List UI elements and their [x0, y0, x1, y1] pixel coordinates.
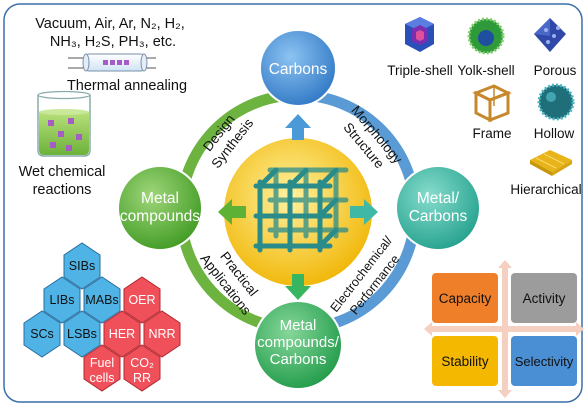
label-yolk-shell: Yolk-shell	[457, 63, 514, 78]
node-metal-carbons: Metal/ Carbons	[395, 165, 481, 251]
hex-fuel-line-2: cells	[89, 371, 114, 385]
hex-mabs-label: MABs	[85, 293, 118, 307]
tube-furnace-icon	[68, 53, 156, 72]
node-metal-carbons-line-1: Metal/	[417, 190, 460, 207]
wet-chemical-line-2: reactions	[33, 182, 92, 198]
node-mcc-line-2: compounds/	[257, 334, 340, 351]
hex-her: HER	[103, 310, 141, 358]
quadrant-arrow-left	[424, 322, 432, 336]
framework-cube-icon	[253, 167, 349, 253]
hex-lsbs: LSBs	[63, 310, 101, 358]
applications-hex-grid: SIBs LIBs MABs OER SCs LSBs HER NRR	[23, 242, 181, 392]
hex-fuel-line-1: Fuel	[90, 356, 114, 370]
node-mcc-line-1: Metal	[280, 317, 317, 334]
label-triple-shell: Triple-shell	[387, 63, 453, 78]
hex-co2rr: CO₂ RR	[123, 344, 161, 392]
node-carbons-label: Carbons	[269, 61, 328, 78]
hex-scs-label: SCs	[30, 327, 54, 341]
hex-co2-line-2: RR	[133, 371, 151, 385]
node-mcc-line-3: Carbons	[270, 351, 327, 368]
morphology-panel: Triple-shell Yolk-shell Porous Frame Hol…	[387, 17, 582, 197]
frame-icon	[472, 84, 512, 123]
wet-chemical-line-1: Wet chemical	[19, 164, 106, 180]
arrow-right	[350, 199, 378, 225]
node-metal-compounds-line-2: compounds	[120, 208, 200, 225]
hex-nrr-label: NRR	[148, 327, 175, 341]
hollow-icon	[537, 83, 575, 121]
label-porous: Porous	[534, 63, 577, 78]
wet-chemical-panel: Wet chemical reactions	[19, 90, 106, 198]
hex-fuel-cells: Fuel cells	[83, 344, 121, 392]
label-hierarchical: Hierarchical	[510, 182, 581, 197]
hex-sibs-label: SIBs	[69, 259, 95, 273]
tile-activity: Activity	[511, 273, 577, 323]
thermal-annealing-panel: Vacuum, Air, Ar, N₂, H₂, NH₃, H₂S, PH₃, …	[35, 16, 187, 94]
thermal-annealing-label: Thermal annealing	[67, 78, 187, 94]
hex-libs: LIBs	[43, 276, 81, 324]
node-metal-compounds-carbons: Metal compounds/ Carbons	[253, 300, 343, 390]
hex-mabs: MABs	[83, 276, 121, 324]
tile-capacity-label: Capacity	[439, 291, 492, 306]
hex-oer-label: OER	[128, 293, 155, 307]
hex-co2-line-1: CO₂	[130, 356, 154, 370]
tile-activity-label: Activity	[523, 291, 566, 306]
hex-nrr: NRR	[143, 310, 181, 358]
label-frame: Frame	[472, 126, 511, 141]
hex-oer: OER	[123, 276, 161, 324]
tile-stability: Stability	[432, 336, 498, 386]
tile-capacity: Capacity	[432, 273, 498, 323]
tile-stability-label: Stability	[441, 354, 489, 369]
triple-shell-icon	[405, 17, 434, 52]
gases-line-2: NH₃, H₂S, PH₃, etc.	[50, 34, 176, 50]
quadrant-arrow-down	[498, 390, 512, 398]
arrow-down	[285, 274, 311, 300]
tile-selectivity: Selectivity	[511, 336, 577, 386]
hex-scs: SCs	[23, 310, 61, 358]
hex-lsbs-label: LSBs	[67, 327, 97, 341]
performance-quadrant: Capacity Activity Stability Selectivity	[424, 260, 584, 398]
label-hollow: Hollow	[534, 126, 575, 141]
node-metal-carbons-line-2: Carbons	[409, 208, 468, 225]
center-disc	[224, 138, 372, 286]
hex-libs-label: LIBs	[49, 293, 74, 307]
hierarchical-icon	[530, 150, 572, 176]
quadrant-arrow-right	[576, 322, 584, 336]
tile-selectivity-label: Selectivity	[515, 354, 574, 369]
hex-sibs: SIBs	[63, 242, 101, 290]
gases-line-1: Vacuum, Air, Ar, N₂, H₂,	[35, 16, 185, 32]
arrow-left	[218, 199, 246, 225]
quadrant-arrow-up	[498, 260, 512, 268]
arrow-up	[285, 114, 311, 140]
hex-her-label: HER	[109, 327, 135, 341]
yolk-shell-icon	[467, 17, 505, 55]
quadrant-h-axis	[432, 326, 576, 332]
node-carbons: Carbons	[259, 29, 337, 107]
beaker-icon	[37, 90, 91, 157]
node-metal-compounds: Metal compounds	[117, 165, 203, 251]
porous-icon	[534, 18, 566, 52]
node-metal-compounds-line-1: Metal	[141, 190, 179, 207]
